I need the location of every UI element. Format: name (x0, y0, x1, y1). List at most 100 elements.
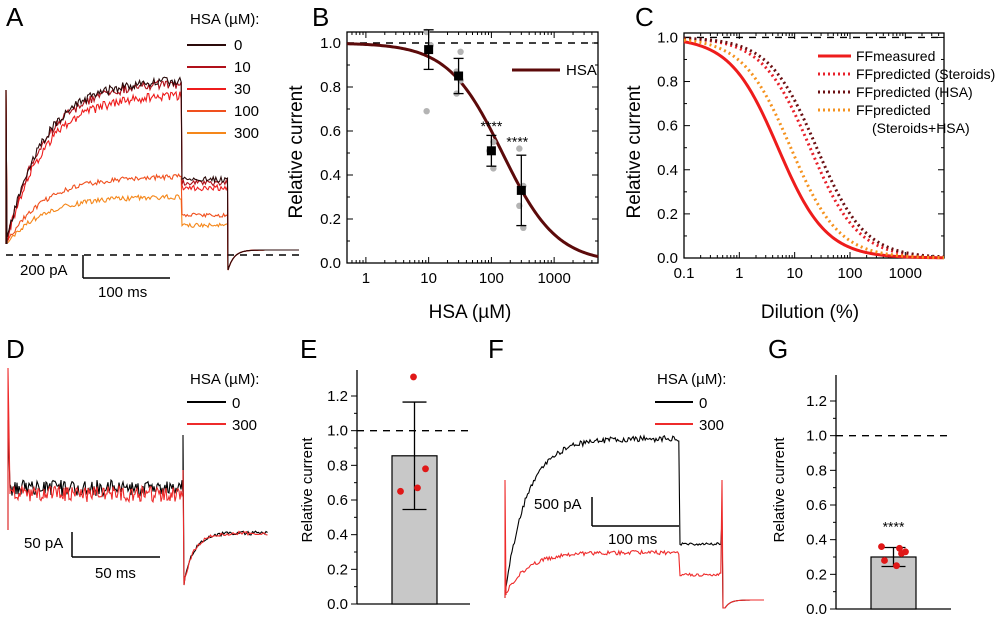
panel-label-f: F (488, 334, 504, 364)
c-x-tick-label: 100 (837, 265, 862, 282)
f-trace-0 (504, 434, 764, 609)
c-y-tick-label: 0.8 (657, 74, 678, 91)
d-traces (7, 367, 268, 586)
e-individual-point (414, 484, 421, 492)
c-x-tick-label: 10 (786, 265, 803, 282)
c-y-tick-label: 0.4 (657, 162, 678, 179)
a-trace-0 (5, 76, 299, 271)
b-mean-point (454, 71, 464, 81)
b-mean-point (486, 146, 496, 156)
b-x-tick-label: 1 (362, 270, 370, 287)
b-mean-point (424, 45, 434, 55)
g-y-tick-label: 0.2 (806, 566, 827, 583)
d-scalebar-x-label: 50 ms (95, 565, 136, 582)
e-y-tick-label: 0.0 (327, 596, 348, 613)
b-fit-curve (346, 42, 599, 259)
c-x-tick-label: 0.1 (674, 265, 695, 282)
g-individual-point (898, 550, 905, 557)
d-legend-title: HSA (µM): (190, 371, 259, 388)
e-plot: 0.0 0.2 0.4 0.6 0.8 1.0 1.2 (327, 370, 470, 613)
b-axes-frame (346, 31, 599, 264)
g-significance: **** (883, 518, 905, 534)
b-x-tick-label: 100 (479, 270, 504, 287)
a-legend-label-10: 10 (234, 59, 251, 76)
e-y-tick-label: 0.4 (327, 527, 348, 544)
b-x-tick-label: 10 (420, 270, 437, 287)
e-y-tick-label: 0.6 (327, 492, 348, 509)
a-legend-label-100: 100 (234, 103, 259, 120)
panel-label-a: A (6, 2, 24, 32)
c-legend-label-hsa: FFpredicted (HSA) (856, 84, 973, 100)
c-curve-0 (683, 40, 945, 260)
a-legend-label-30: 30 (234, 81, 251, 98)
panel-b: B 1 10 100 1000 0.0 0.2 0.4 0.6 0.8 1.0 ******** H… (286, 2, 599, 323)
a-legend: 0 10 30 100 300 (187, 37, 259, 142)
a-legend-label-0: 0 (234, 37, 242, 54)
a-legend-title: HSA (µM): (190, 11, 259, 28)
panel-f: F HSA (µM): 0 300 500 pA 100 ms (488, 334, 764, 609)
a-scalebar-y-label: 200 pA (20, 262, 68, 279)
c-axes-frame (683, 32, 945, 259)
f-legend-title: HSA (µM): (657, 371, 726, 388)
panel-label-d: D (6, 334, 25, 364)
c-y-tick-label: 1.0 (657, 29, 678, 46)
g-y-tick-label: 1.2 (806, 393, 827, 410)
g-y-tick-label: 1.0 (806, 428, 827, 445)
panel-label-c: C (635, 2, 654, 32)
b-y-tick-label: 0.6 (320, 123, 341, 140)
panel-c: C 0.1 1 10 100 1000 0.0 0.2 0.4 0.6 0.8 1.0 Diluti… (624, 2, 995, 323)
g-y-tick-label: 0.4 (806, 532, 827, 549)
f-scalebar-y-label: 500 pA (534, 496, 582, 513)
c-legend-label-steroids-hsa-2: (Steroids+HSA) (872, 120, 970, 136)
f-traces (504, 434, 764, 609)
f-scalebar-x-label: 100 ms (608, 531, 657, 548)
d-scalebar-y-label: 50 pA (24, 535, 63, 552)
d-legend-label-0: 0 (232, 395, 240, 412)
b-significance-annotation: **** (506, 133, 528, 149)
g-y-tick-label: 0.0 (806, 601, 827, 618)
b-x-tick-label: 1000 (537, 270, 570, 287)
c-x-tick-label: 1 (735, 265, 743, 282)
c-x-tick-label: 1000 (889, 265, 922, 282)
g-y-tick-label: 0.8 (806, 462, 827, 479)
a-scalebar-x-label: 100 ms (98, 284, 147, 301)
b-legend-label: HSA (566, 62, 597, 79)
panel-label-e: E (300, 334, 317, 364)
d-legend-label-300: 300 (232, 417, 257, 434)
panel-g: G 0.0 0.2 0.4 0.6 0.8 1.0 1.2 **** Relative cur… (768, 334, 951, 618)
c-legend: FFmeasured FFpredicted (Steroids) FFpred… (818, 48, 995, 136)
b-y-axis-label: Relative current (286, 85, 307, 219)
g-individual-point (881, 557, 888, 564)
e-individual-point (422, 465, 429, 473)
c-legend-label-steroids-hsa: FFpredicted (856, 102, 931, 118)
b-y-tick-label: 1.0 (320, 35, 341, 52)
g-y-tick-label: 0.6 (806, 497, 827, 514)
c-legend-label-steroids: FFpredicted (Steroids) (856, 66, 995, 82)
e-individual-point (397, 487, 404, 495)
b-significance-annotation: **** (480, 118, 502, 134)
b-y-tick-label: 0.2 (320, 211, 341, 228)
f-legend-label-300: 300 (699, 417, 724, 434)
e-individual-point (410, 373, 417, 381)
c-x-axis-label: Dilution (%) (761, 302, 859, 323)
c-y-tick-label: 0.0 (657, 250, 678, 267)
g-individual-point (896, 544, 903, 552)
e-y-tick-label: 1.2 (327, 388, 348, 405)
g-plot: 0.0 0.2 0.4 0.6 0.8 1.0 1.2 **** (806, 375, 951, 618)
panel-d: D HSA (µM): 0 300 50 pA 50 ms (6, 334, 268, 586)
b-y-tick-label: 0.4 (320, 167, 341, 184)
e-y-axis-label: Relative current (299, 437, 316, 543)
d-trace-300 (7, 367, 268, 586)
e-y-tick-label: 0.8 (327, 457, 348, 474)
b-x-axis-label: HSA (µM) (429, 302, 512, 323)
c-y-axis-label: Relative current (624, 85, 645, 219)
c-plot: 0.1 1 10 100 1000 0.0 0.2 0.4 0.6 0.8 1.0 (657, 29, 945, 282)
f-legend-label-0: 0 (699, 395, 707, 412)
b-individual-point (457, 48, 464, 55)
f-trace-300 (504, 479, 764, 609)
e-y-tick-label: 1.0 (327, 423, 348, 440)
panel-e: E 0.0 0.2 0.4 0.6 0.8 1.0 1.2 Relative current (299, 334, 470, 613)
b-y-tick-label: 0.0 (320, 255, 341, 272)
c-y-tick-label: 0.2 (657, 206, 678, 223)
b-y-tick-label: 0.8 (320, 79, 341, 96)
